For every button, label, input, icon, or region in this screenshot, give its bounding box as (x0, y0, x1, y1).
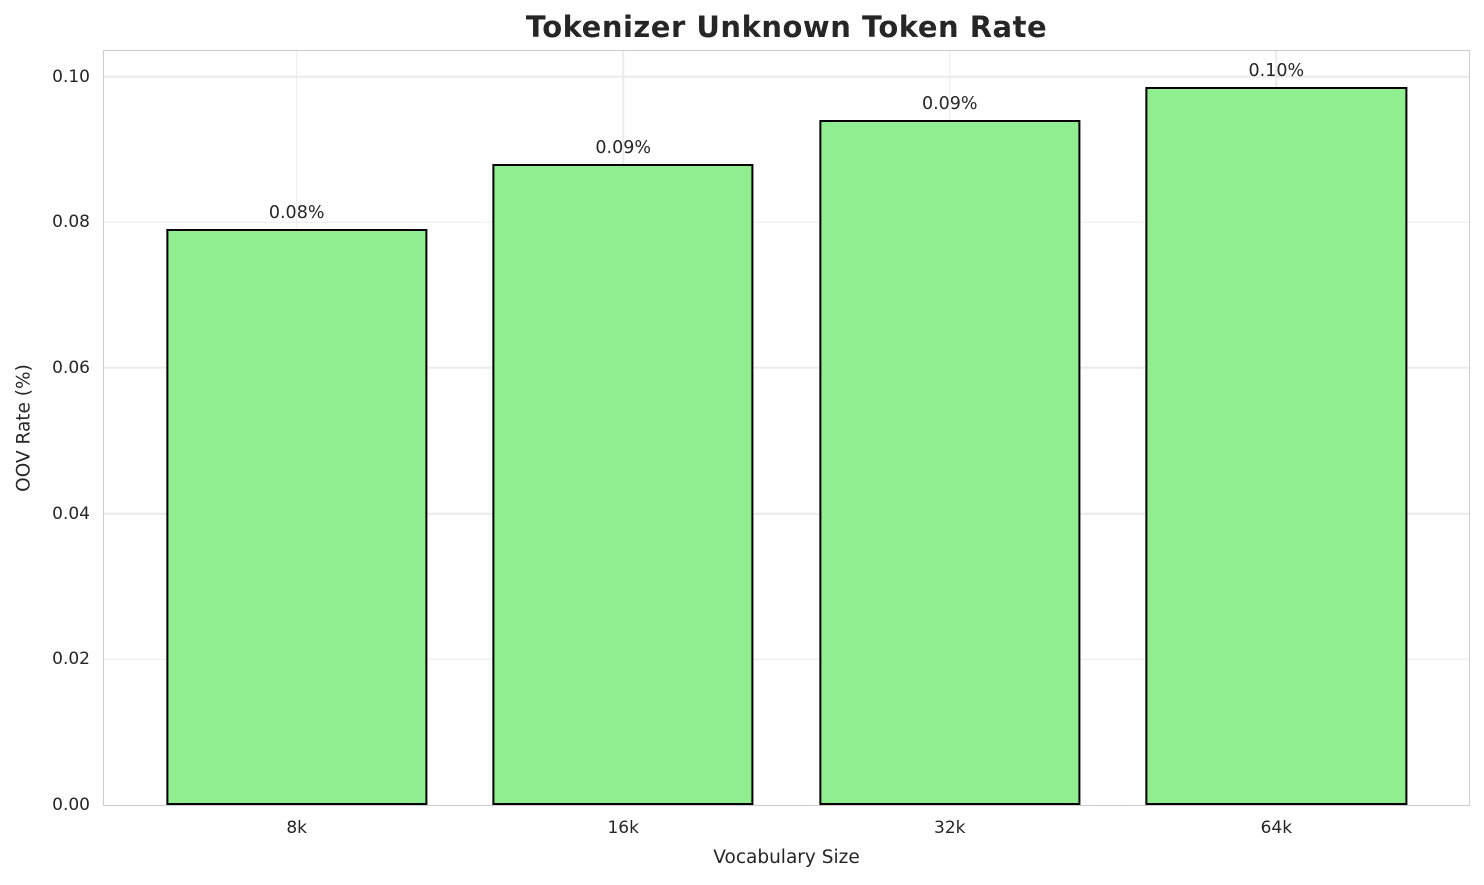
y-tick-label: 0.08 (52, 212, 90, 233)
y-tick-label: 0.02 (52, 649, 90, 670)
y-gridline (104, 221, 1469, 223)
bar (819, 120, 1081, 805)
bar (166, 229, 428, 805)
chart-title: Tokenizer Unknown Token Rate (525, 10, 1048, 44)
bar-value-label: 0.09% (921, 94, 978, 115)
x-tick-label: 8k (286, 818, 307, 838)
bar (492, 163, 754, 805)
y-gridline (104, 75, 1469, 78)
bar (1145, 87, 1407, 805)
y-axis-title: OOV Rate (%) (13, 364, 35, 492)
bar-value-label: 0.09% (595, 137, 652, 158)
bar-value-label: 0.10% (1248, 61, 1305, 82)
x-tick-label: 32k (934, 818, 966, 838)
y-tick-label: 0.10 (52, 66, 90, 87)
bar-value-label: 0.08% (268, 203, 325, 224)
y-tick-label: 0.06 (52, 357, 90, 378)
x-tick-label: 16k (607, 818, 639, 838)
y-gridline (104, 512, 1469, 515)
x-axis-title: Vocabulary Size (713, 847, 860, 868)
x-tick-label: 64k (1260, 818, 1293, 838)
y-gridline (104, 658, 1469, 661)
y-gridline (104, 367, 1469, 369)
y-tick-label: 0.00 (52, 795, 90, 815)
y-tick-label: 0.04 (52, 503, 90, 524)
plot-area: 0.00 0.02 0.04 0.06 0.08 0.10 0.08% 8k 0.09% 16k 0… (52, 50, 1470, 838)
